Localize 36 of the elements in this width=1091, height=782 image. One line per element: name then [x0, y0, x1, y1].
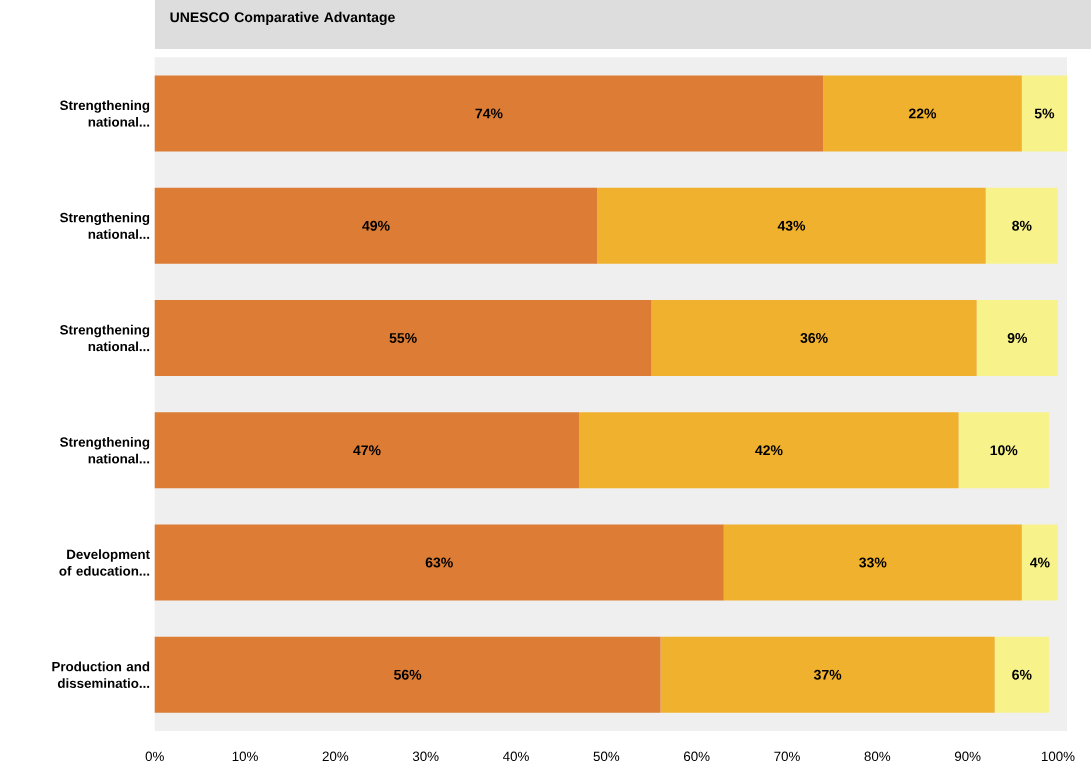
data-label: 33%: [859, 557, 887, 568]
data-label: 63%: [425, 557, 453, 568]
x-tick-label: 10%: [232, 751, 258, 762]
data-label: 6%: [1012, 670, 1032, 680]
data-label: 43%: [777, 220, 806, 231]
data-label: 8%: [1012, 221, 1032, 231]
x-tick-label: 20%: [322, 751, 349, 762]
data-label: 36%: [800, 333, 828, 344]
x-tick-label: 0%: [145, 751, 164, 762]
data-label: 55%: [389, 333, 417, 344]
x-tick-label: 80%: [864, 751, 891, 762]
x-tick-label: 60%: [683, 751, 710, 762]
y-tick-label: Strengthening national...: [59, 324, 150, 352]
y-tick-label: Strengthening national...: [59, 100, 150, 127]
x-tick-label: 90%: [954, 751, 981, 762]
y-tick-label: Strengthening national...: [59, 212, 150, 240]
data-label: 42%: [755, 445, 783, 456]
data-label: 47%: [353, 445, 381, 456]
x-tick-label: 40%: [502, 751, 529, 762]
y-tick-label: Development of education...: [59, 549, 150, 576]
data-label: 37%: [813, 670, 842, 680]
y-tick-label: Strengthening national...: [59, 437, 150, 464]
data-label: 49%: [362, 221, 390, 231]
data-label: 74%: [475, 108, 503, 119]
data-label: 9%: [1007, 333, 1028, 344]
x-tick-label: 50%: [593, 751, 620, 762]
y-tick-label: Production and disseminatio...: [52, 661, 150, 689]
data-label: 22%: [908, 108, 937, 119]
data-label: 10%: [990, 445, 1018, 456]
x-tick-label: 30%: [412, 751, 439, 762]
data-label: 5%: [1034, 108, 1055, 119]
data-label: 56%: [394, 670, 422, 680]
x-tick-label: 70%: [774, 751, 800, 762]
chart-title: UNESCO Comparative Advantage: [170, 12, 395, 26]
data-label: 4%: [1029, 557, 1050, 568]
x-tick-label: 100%: [1041, 751, 1075, 762]
